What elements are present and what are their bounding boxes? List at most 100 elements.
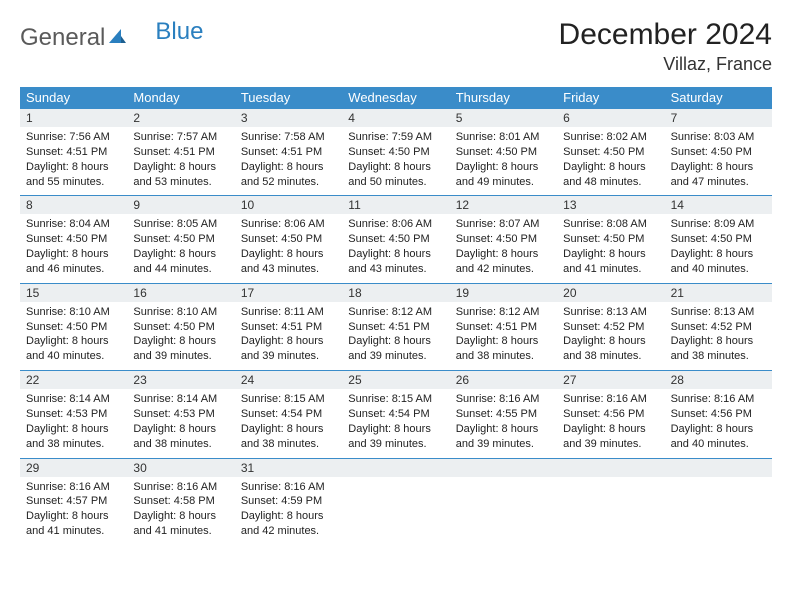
day-number [450,459,557,477]
day-number: 21 [665,284,772,302]
daylight-text: Daylight: 8 hours and 40 minutes. [671,422,766,452]
day-cell: 5Sunrise: 8:01 AMSunset: 4:50 PMDaylight… [450,108,557,195]
day-number: 29 [20,459,127,477]
daylight-text: Daylight: 8 hours and 39 minutes. [563,422,658,452]
sunset-text: Sunset: 4:51 PM [241,145,336,160]
day-cell: 12Sunrise: 8:07 AMSunset: 4:50 PMDayligh… [450,195,557,282]
day-number: 26 [450,371,557,389]
sunset-text: Sunset: 4:51 PM [456,320,551,335]
daylight-text: Daylight: 8 hours and 39 minutes. [348,422,443,452]
sunrise-text: Sunrise: 8:04 AM [26,217,121,232]
sunrise-text: Sunrise: 8:16 AM [671,392,766,407]
month-title: December 2024 [559,18,772,52]
day-number: 30 [127,459,234,477]
sunrise-text: Sunrise: 8:14 AM [26,392,121,407]
day-cell: 23Sunrise: 8:14 AMSunset: 4:53 PMDayligh… [127,370,234,457]
day-details: Sunrise: 8:13 AMSunset: 4:52 PMDaylight:… [557,302,664,370]
sunrise-text: Sunrise: 7:59 AM [348,130,443,145]
daylight-text: Daylight: 8 hours and 38 minutes. [456,334,551,364]
day-details: Sunrise: 8:15 AMSunset: 4:54 PMDaylight:… [342,389,449,457]
day-number: 13 [557,196,664,214]
day-number: 31 [235,459,342,477]
day-cell: 13Sunrise: 8:08 AMSunset: 4:50 PMDayligh… [557,195,664,282]
sunset-text: Sunset: 4:50 PM [456,145,551,160]
daylight-text: Daylight: 8 hours and 43 minutes. [348,247,443,277]
sunrise-text: Sunrise: 8:16 AM [456,392,551,407]
day-details: Sunrise: 8:01 AMSunset: 4:50 PMDaylight:… [450,127,557,195]
day-cell [665,458,772,545]
day-details: Sunrise: 7:56 AMSunset: 4:51 PMDaylight:… [20,127,127,195]
sunrise-text: Sunrise: 8:06 AM [241,217,336,232]
sunset-text: Sunset: 4:57 PM [26,494,121,509]
header: General Blue December 2024 Villaz, Franc… [20,18,772,75]
daylight-text: Daylight: 8 hours and 39 minutes. [456,422,551,452]
sunset-text: Sunset: 4:50 PM [241,232,336,247]
day-cell: 2Sunrise: 7:57 AMSunset: 4:51 PMDaylight… [127,108,234,195]
brand-logo: General Blue [20,24,203,52]
daylight-text: Daylight: 8 hours and 50 minutes. [348,160,443,190]
day-details: Sunrise: 8:06 AMSunset: 4:50 PMDaylight:… [342,214,449,282]
sunset-text: Sunset: 4:50 PM [133,320,228,335]
day-cell [450,458,557,545]
day-number: 6 [557,109,664,127]
sunrise-text: Sunrise: 8:15 AM [348,392,443,407]
sunrise-text: Sunrise: 8:16 AM [241,480,336,495]
sunrise-text: Sunrise: 8:12 AM [348,305,443,320]
sunrise-text: Sunrise: 8:09 AM [671,217,766,232]
day-details: Sunrise: 8:07 AMSunset: 4:50 PMDaylight:… [450,214,557,282]
day-number: 10 [235,196,342,214]
day-details: Sunrise: 8:08 AMSunset: 4:50 PMDaylight:… [557,214,664,282]
sunset-text: Sunset: 4:53 PM [133,407,228,422]
day-number: 3 [235,109,342,127]
sunset-text: Sunset: 4:50 PM [671,232,766,247]
day-details: Sunrise: 8:09 AMSunset: 4:50 PMDaylight:… [665,214,772,282]
day-details: Sunrise: 7:59 AMSunset: 4:50 PMDaylight:… [342,127,449,195]
sunrise-text: Sunrise: 8:11 AM [241,305,336,320]
daylight-text: Daylight: 8 hours and 39 minutes. [348,334,443,364]
sunset-text: Sunset: 4:51 PM [26,145,121,160]
weekday-header: Tuesday [235,87,342,108]
weekday-header: Sunday [20,87,127,108]
daylight-text: Daylight: 8 hours and 46 minutes. [26,247,121,277]
day-cell: 18Sunrise: 8:12 AMSunset: 4:51 PMDayligh… [342,283,449,370]
day-cell: 10Sunrise: 8:06 AMSunset: 4:50 PMDayligh… [235,195,342,282]
daylight-text: Daylight: 8 hours and 42 minutes. [241,509,336,539]
day-number: 17 [235,284,342,302]
day-cell: 7Sunrise: 8:03 AMSunset: 4:50 PMDaylight… [665,108,772,195]
day-cell: 6Sunrise: 8:02 AMSunset: 4:50 PMDaylight… [557,108,664,195]
daylight-text: Daylight: 8 hours and 38 minutes. [563,334,658,364]
daylight-text: Daylight: 8 hours and 38 minutes. [241,422,336,452]
day-cell: 24Sunrise: 8:15 AMSunset: 4:54 PMDayligh… [235,370,342,457]
daylight-text: Daylight: 8 hours and 47 minutes. [671,160,766,190]
day-number: 7 [665,109,772,127]
day-cell: 17Sunrise: 8:11 AMSunset: 4:51 PMDayligh… [235,283,342,370]
day-details: Sunrise: 8:16 AMSunset: 4:55 PMDaylight:… [450,389,557,457]
daylight-text: Daylight: 8 hours and 40 minutes. [26,334,121,364]
day-details: Sunrise: 7:58 AMSunset: 4:51 PMDaylight:… [235,127,342,195]
day-number: 16 [127,284,234,302]
sunset-text: Sunset: 4:51 PM [241,320,336,335]
day-details: Sunrise: 8:03 AMSunset: 4:50 PMDaylight:… [665,127,772,195]
day-cell [342,458,449,545]
sunrise-text: Sunrise: 8:10 AM [133,305,228,320]
daylight-text: Daylight: 8 hours and 38 minutes. [133,422,228,452]
sunrise-text: Sunrise: 8:03 AM [671,130,766,145]
day-details: Sunrise: 8:16 AMSunset: 4:58 PMDaylight:… [127,477,234,545]
sunrise-text: Sunrise: 8:16 AM [26,480,121,495]
calendar-page: General Blue December 2024 Villaz, Franc… [0,0,792,545]
day-cell: 22Sunrise: 8:14 AMSunset: 4:53 PMDayligh… [20,370,127,457]
day-number [342,459,449,477]
day-cell: 9Sunrise: 8:05 AMSunset: 4:50 PMDaylight… [127,195,234,282]
day-number: 18 [342,284,449,302]
day-cell [557,458,664,545]
sunrise-text: Sunrise: 8:05 AM [133,217,228,232]
sunset-text: Sunset: 4:53 PM [26,407,121,422]
day-number: 22 [20,371,127,389]
sunset-text: Sunset: 4:50 PM [348,145,443,160]
daylight-text: Daylight: 8 hours and 38 minutes. [671,334,766,364]
day-number: 15 [20,284,127,302]
day-cell: 19Sunrise: 8:12 AMSunset: 4:51 PMDayligh… [450,283,557,370]
sunset-text: Sunset: 4:58 PM [133,494,228,509]
day-number: 14 [665,196,772,214]
sunset-text: Sunset: 4:51 PM [133,145,228,160]
